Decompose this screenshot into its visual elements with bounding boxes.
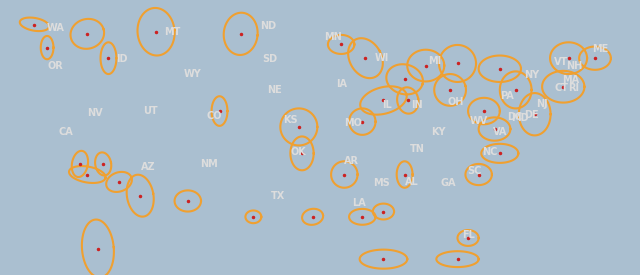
Text: KY: KY (431, 127, 445, 137)
Text: MD: MD (511, 114, 529, 123)
Text: IN: IN (412, 100, 423, 110)
Text: FL: FL (461, 230, 474, 240)
Text: WI: WI (374, 53, 388, 63)
Text: MO: MO (344, 118, 362, 128)
Text: MN: MN (324, 32, 342, 42)
Text: DE: DE (524, 110, 539, 120)
Text: OH: OH (447, 97, 463, 106)
Text: SC: SC (467, 166, 482, 176)
Text: ME: ME (592, 44, 609, 54)
Text: RI: RI (568, 83, 579, 93)
Text: WV: WV (470, 116, 488, 126)
Text: IA: IA (335, 79, 347, 89)
Text: ND: ND (260, 21, 276, 31)
Text: CA: CA (59, 127, 74, 137)
Text: WY: WY (184, 69, 202, 79)
Text: DC: DC (507, 112, 522, 122)
Text: IL: IL (381, 100, 392, 110)
Text: MI: MI (428, 56, 441, 66)
Text: NM: NM (200, 159, 218, 169)
Text: MS: MS (373, 178, 390, 188)
Text: NC: NC (483, 147, 498, 157)
Text: UT: UT (143, 106, 158, 116)
Text: OR: OR (48, 60, 63, 71)
Text: CT: CT (554, 83, 568, 93)
Text: PA: PA (500, 91, 514, 101)
Text: NJ: NJ (536, 99, 548, 109)
Text: CO: CO (207, 111, 222, 121)
Text: MT: MT (164, 27, 180, 37)
Text: OK: OK (291, 147, 307, 157)
Text: GA: GA (440, 178, 456, 188)
Text: WA: WA (47, 23, 65, 32)
Text: NY: NY (524, 70, 539, 80)
Text: TN: TN (410, 144, 425, 154)
Text: NH: NH (566, 60, 582, 71)
Text: MA: MA (562, 75, 579, 85)
Text: AZ: AZ (141, 162, 156, 172)
Text: AL: AL (405, 177, 419, 187)
Text: VT: VT (554, 57, 568, 67)
Text: SD: SD (263, 54, 278, 64)
Text: NV: NV (87, 108, 102, 118)
Text: VA: VA (493, 127, 507, 137)
Text: NE: NE (267, 85, 282, 95)
Text: TX: TX (271, 191, 285, 201)
Text: KS: KS (283, 114, 298, 125)
Text: LA: LA (352, 198, 366, 208)
Text: AR: AR (344, 156, 359, 166)
Text: ID: ID (116, 54, 128, 64)
